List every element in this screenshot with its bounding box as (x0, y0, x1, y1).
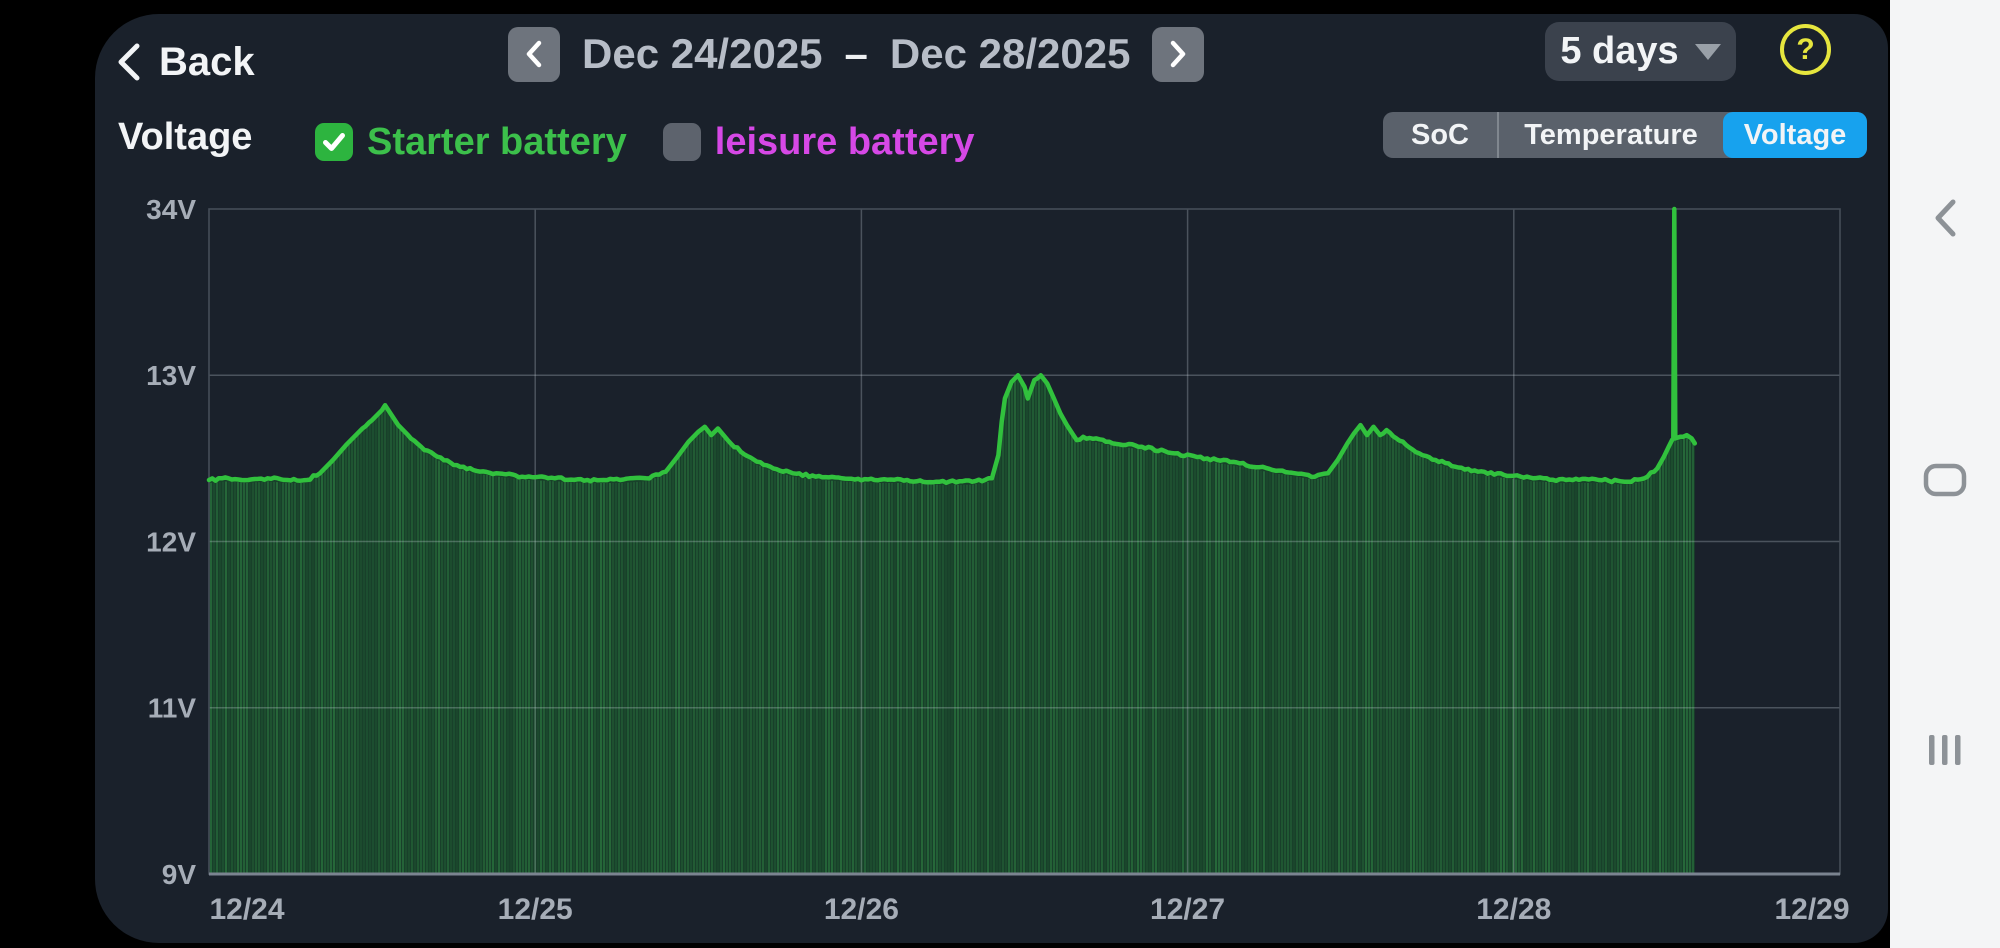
chart-fill-stripes (210, 378, 1694, 874)
starter-battery-label[interactable]: Starter battery (367, 120, 627, 163)
back-chevron-icon (118, 43, 140, 81)
voltage-chart[interactable]: 9V 11V 12V 13V 34V 12/24 12/25 12/26 12/27 12/28 1… (95, 14, 1888, 943)
x-tick-label: 12/26 (824, 893, 899, 926)
series-legend: Starter battery leisure battery (315, 120, 975, 164)
android-recents-icon (1929, 735, 1961, 765)
chevron-down-icon (1694, 43, 1721, 60)
next-date-button[interactable] (1152, 26, 1205, 82)
android-home-button[interactable] (1890, 462, 2000, 498)
y-tick-label: 11V (148, 693, 197, 724)
metric-tab-bar: SoC Temperature Voltage (1383, 112, 1867, 158)
range-select-dropdown[interactable]: 5 days (1545, 22, 1736, 81)
help-button[interactable]: ? (1780, 24, 1831, 75)
android-back-icon (1935, 199, 1956, 237)
back-label: Back (159, 39, 255, 84)
prev-date-button[interactable] (508, 26, 560, 82)
chevron-left-icon (526, 40, 542, 68)
x-tick-label: 12/24 (209, 893, 284, 926)
date-range-start: Dec 24/2025 (582, 30, 823, 77)
date-range-navigator: Dec 24/2025 – Dec 28/2025 (508, 26, 1205, 82)
tab-divider (1497, 112, 1499, 158)
tab-voltage[interactable]: Voltage (1723, 112, 1867, 158)
range-select-value: 5 days (1560, 30, 1679, 72)
y-tick-label: 13V (146, 360, 196, 391)
back-button[interactable]: Back (113, 34, 255, 90)
app-window: 9V 11V 12V 13V 34V 12/24 12/25 12/26 12/27 12/28 1… (95, 14, 1888, 943)
y-tick-label: 9V (162, 859, 197, 890)
tab-soc[interactable]: SoC (1411, 118, 1469, 151)
leisure-battery-checkbox[interactable] (662, 123, 701, 161)
x-tick-label: 12/25 (498, 893, 573, 926)
x-tick-label: 12/27 (1150, 893, 1225, 926)
y-tick-label: 34V (146, 194, 196, 225)
date-range-separator: – (844, 30, 868, 77)
chart-title: Voltage (118, 116, 253, 158)
y-tick-label: 12V (146, 526, 196, 557)
android-home-icon (1923, 463, 1967, 497)
starter-battery-checkbox[interactable] (315, 123, 353, 161)
android-nav-bar (1890, 0, 2000, 948)
tab-temperature[interactable]: Temperature (1524, 118, 1698, 151)
help-icon: ? (1796, 32, 1815, 66)
chart-area-fill (209, 209, 1695, 874)
date-range-end: Dec 28/2025 (889, 30, 1131, 77)
x-tick-label: 12/29 (1774, 893, 1849, 926)
leisure-battery-label[interactable]: leisure battery (714, 120, 975, 163)
android-back-button[interactable] (1890, 196, 2000, 240)
checkmark-icon (323, 133, 345, 151)
android-recents-button[interactable] (1890, 732, 2000, 768)
x-tick-label: 12/28 (1476, 893, 1551, 926)
chart-line-starter-battery (206, 206, 1698, 486)
chevron-right-icon (1171, 40, 1186, 68)
